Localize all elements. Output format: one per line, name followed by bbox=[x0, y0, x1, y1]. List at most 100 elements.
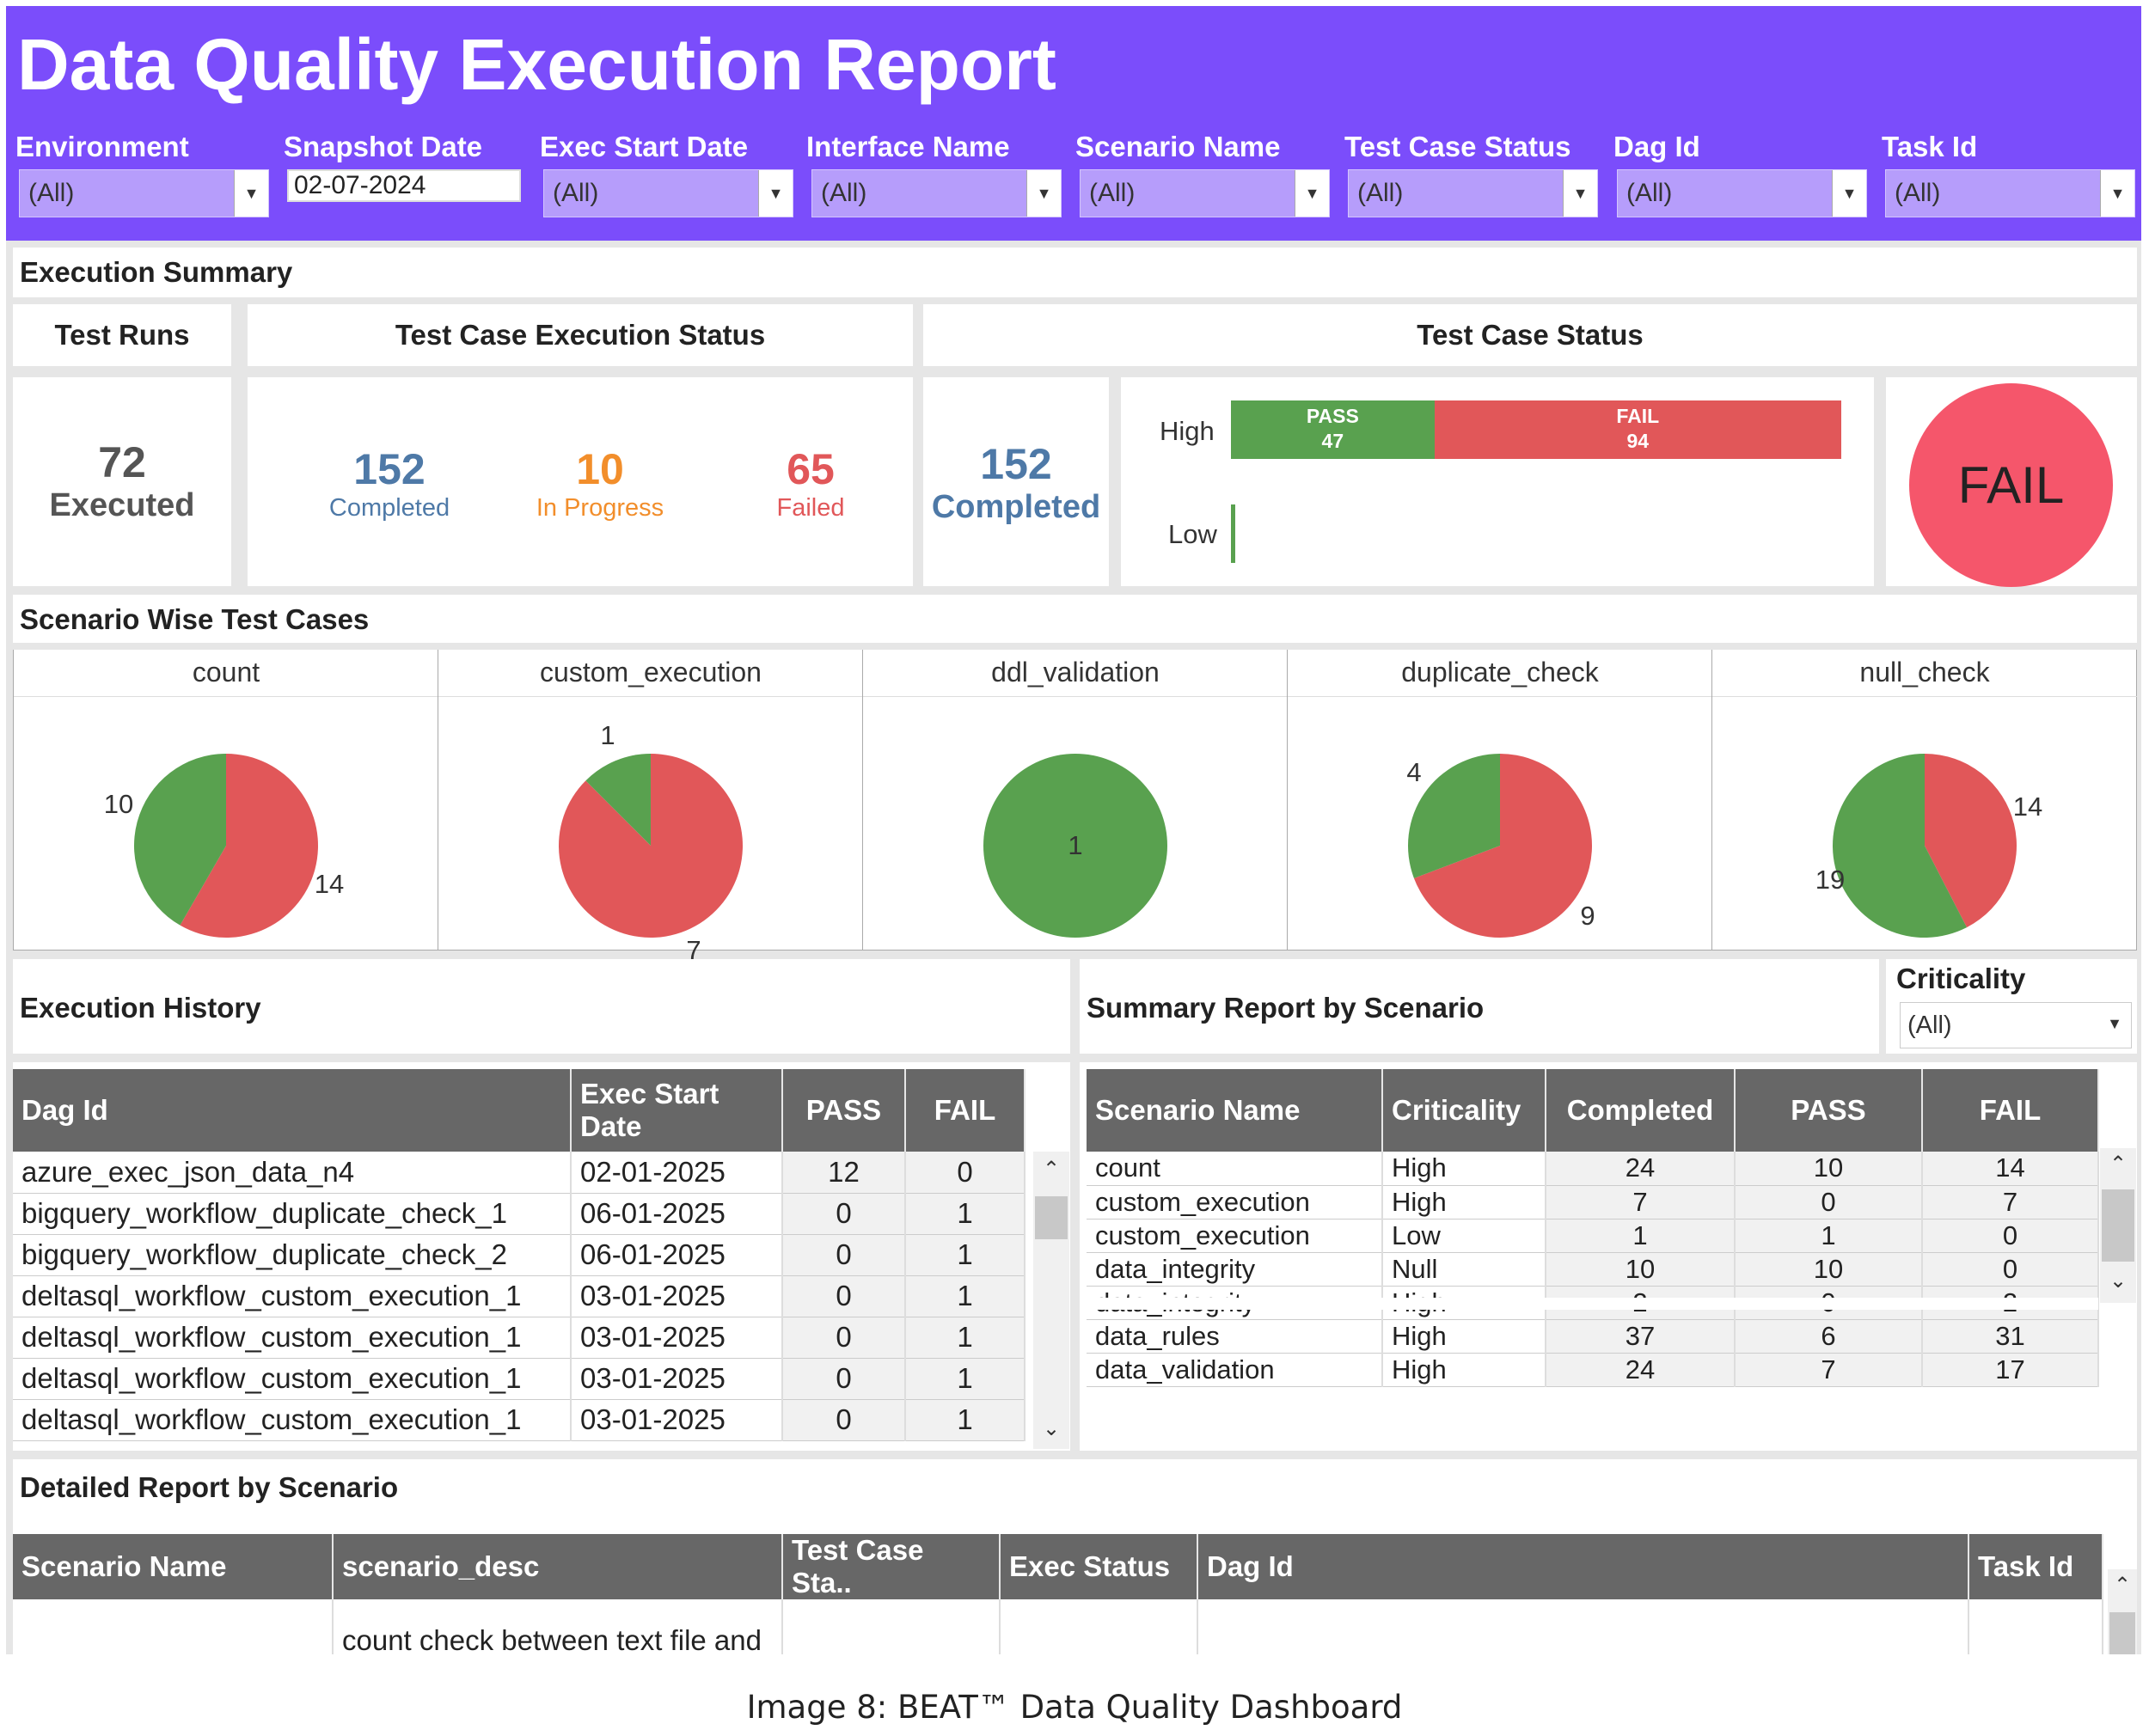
table-row[interactable]: deltasql_workflow_custom_execution_1 03-0… bbox=[13, 1317, 1026, 1359]
col-dag-id[interactable]: Dag Id bbox=[13, 1069, 572, 1152]
section-title: Scenario Wise Test Cases bbox=[20, 603, 370, 635]
pie-slice-fail[interactable] bbox=[180, 754, 319, 938]
pie-title: duplicate_check bbox=[1401, 657, 1599, 688]
divider bbox=[438, 696, 863, 697]
table-row[interactable]: data_validation High 24 7 17 bbox=[1087, 1353, 2099, 1387]
criticality-select[interactable]: (All) ▼ bbox=[1900, 1002, 2132, 1048]
chevron-up-icon[interactable]: ⌃ bbox=[2109, 1152, 2128, 1176]
col-task-id[interactable]: Task Id bbox=[1968, 1534, 2103, 1599]
table-row[interactable]: deltasql_workflow_custom_execution_1 03-0… bbox=[13, 1358, 1026, 1400]
cell-completed: 1 bbox=[1546, 1219, 1736, 1253]
table-row[interactable]: azure_exec_json_data_n4 02-01-2025 12 0 bbox=[13, 1152, 1026, 1194]
scroll-thumb[interactable] bbox=[2102, 1189, 2134, 1262]
table-row[interactable]: custom_execution High 7 0 7 bbox=[1087, 1185, 2099, 1219]
table-row[interactable]: deltasql_workflow_custom_execution_1 03-0… bbox=[13, 1399, 1026, 1441]
pie-title: ddl_validation bbox=[991, 657, 1160, 688]
col-fail[interactable]: FAIL bbox=[1922, 1069, 2099, 1152]
snapshot-date-input[interactable]: 02-07-2024 bbox=[287, 169, 521, 202]
section-title: Execution Summary bbox=[20, 256, 293, 288]
chevron-down-icon[interactable]: ▼ bbox=[758, 170, 793, 217]
pie-slice-fail[interactable] bbox=[1925, 754, 2017, 928]
col-fail[interactable]: FAIL bbox=[905, 1069, 1026, 1152]
col-dag-id[interactable]: Dag Id bbox=[1197, 1534, 1969, 1599]
filter-label-exec-start-date: Exec Start Date bbox=[540, 131, 749, 162]
chevron-down-icon[interactable]: ▼ bbox=[1832, 170, 1866, 217]
cell-pass: 12 bbox=[782, 1152, 906, 1194]
cell-test-case-status: Undefined bbox=[782, 1599, 1001, 1654]
col-exec-status[interactable]: Exec Status bbox=[1000, 1534, 1198, 1599]
col-pass[interactable]: PASS bbox=[782, 1069, 906, 1152]
table-row[interactable]: count count check between text file and … bbox=[13, 1599, 2103, 1654]
pie-slice-pass[interactable] bbox=[983, 754, 1167, 938]
scenario-name-select[interactable]: (All) ▼ bbox=[1080, 169, 1330, 217]
summary-scrollbar[interactable]: ⌃ ⌄ bbox=[2100, 1148, 2136, 1303]
table-row[interactable]: data_rules High 37 6 31 bbox=[1087, 1319, 2099, 1354]
divider bbox=[863, 696, 1288, 697]
bar-high-fail-value: 94 bbox=[1626, 430, 1650, 452]
scenario-wise-header: Scenario Wise Test Cases bbox=[13, 595, 2137, 643]
pie-title: count bbox=[192, 657, 260, 688]
chevron-up-icon[interactable]: ⌃ bbox=[1042, 1158, 1061, 1181]
test-case-status-select[interactable]: (All) ▼ bbox=[1348, 169, 1598, 217]
chevron-down-icon[interactable]: ▼ bbox=[234, 170, 268, 217]
col-exec-start-date[interactable]: Exec Start Date bbox=[571, 1069, 783, 1152]
col-test-case-status[interactable]: Test Case Sta.. bbox=[782, 1534, 1001, 1599]
detailed-scrollbar[interactable]: ⌃ bbox=[2108, 1569, 2137, 1654]
section-title: Execution History bbox=[20, 992, 261, 1024]
dag-id-select[interactable]: (All) ▼ bbox=[1617, 169, 1867, 217]
cell-pass: 10 bbox=[1735, 1152, 1923, 1186]
table-row[interactable]: data_integrity Null 10 10 0 bbox=[1087, 1252, 2099, 1287]
chevron-down-icon[interactable]: ▼ bbox=[2100, 170, 2134, 217]
pie-slice-pass[interactable] bbox=[1408, 754, 1500, 878]
col-scenario-name[interactable]: Scenario Name bbox=[13, 1534, 334, 1599]
chevron-down-icon[interactable]: ▼ bbox=[1295, 170, 1329, 217]
table-row[interactable]: custom_execution Low 1 1 0 bbox=[1087, 1219, 2099, 1253]
cell-pass: 10 bbox=[1735, 1252, 1923, 1287]
history-scrollbar[interactable]: ⌃ ⌄ bbox=[1033, 1152, 1069, 1449]
completed-label: Completed bbox=[931, 489, 1101, 525]
pie-panel-null-check: null_check 19 14 bbox=[1711, 650, 2137, 951]
table-row[interactable]: count High 24 10 14 bbox=[1087, 1152, 2099, 1186]
test-runs-header: Test Runs bbox=[13, 304, 231, 366]
chevron-up-icon[interactable]: ⌃ bbox=[2113, 1574, 2132, 1597]
criticality-bar-chart: High Low PASS 47 FAIL 94 bbox=[1121, 377, 1874, 586]
cell-completed: 24 bbox=[1546, 1152, 1736, 1186]
interface-name-select[interactable]: (All) ▼ bbox=[811, 169, 1062, 217]
task-id-select[interactable]: (All) ▼ bbox=[1885, 169, 2135, 217]
scenario-name-select-value: (All) bbox=[1089, 179, 1136, 207]
bar-high-fail[interactable]: FAIL 94 bbox=[1434, 400, 1841, 459]
col-completed[interactable]: Completed bbox=[1546, 1069, 1736, 1152]
cell-fail: 31 bbox=[1922, 1319, 2099, 1354]
scroll-thumb[interactable] bbox=[2109, 1612, 2135, 1654]
table-row[interactable]: bigquery_workflow_duplicate_check_1 06-01… bbox=[13, 1193, 1026, 1235]
execution-history-panel: Dag Id Exec Start Date PASS FAIL azure_e… bbox=[13, 1062, 1070, 1451]
pie-slice-fail[interactable] bbox=[558, 754, 743, 938]
col-pass[interactable]: PASS bbox=[1735, 1069, 1923, 1152]
cell-completed: 7 bbox=[1546, 1185, 1736, 1219]
cell-exec-start-date: 03-01-2025 bbox=[571, 1317, 783, 1359]
pie-chart bbox=[558, 754, 743, 938]
filter-label-test-case-status: Test Case Status bbox=[1344, 131, 1571, 162]
filter-label-snapshot-date: Snapshot Date bbox=[284, 131, 483, 162]
bar-low-pass[interactable] bbox=[1231, 504, 1236, 563]
chevron-down-icon[interactable]: ⌄ bbox=[2109, 1269, 2128, 1293]
environment-select[interactable]: (All) ▼ bbox=[19, 169, 269, 217]
pie-slice-pass[interactable] bbox=[134, 754, 226, 926]
chevron-down-icon[interactable]: ▼ bbox=[2107, 1015, 2122, 1032]
col-scenario-desc[interactable]: scenario_desc bbox=[333, 1534, 783, 1599]
figure-caption: Image 8: BEAT™ Data Quality Dashboard bbox=[746, 1689, 1403, 1726]
chevron-down-icon[interactable]: ▼ bbox=[1563, 170, 1597, 217]
pie-slice-pass[interactable] bbox=[585, 754, 651, 846]
bar-high-pass[interactable]: PASS 47 bbox=[1231, 400, 1435, 459]
table-row[interactable]: bigquery_workflow_duplicate_check_2 06-01… bbox=[13, 1234, 1026, 1276]
chevron-down-icon[interactable]: ▼ bbox=[1026, 170, 1061, 217]
exec-start-date-select[interactable]: (All) ▼ bbox=[543, 169, 793, 217]
col-scenario-name[interactable]: Scenario Name bbox=[1087, 1069, 1383, 1152]
table-row[interactable]: deltasql_workflow_custom_execution_1 03-0… bbox=[13, 1275, 1026, 1317]
col-criticality[interactable]: Criticality bbox=[1382, 1069, 1546, 1152]
chevron-down-icon[interactable]: ⌄ bbox=[1042, 1417, 1061, 1440]
pie-slice-pass[interactable] bbox=[1833, 754, 1968, 938]
pie-slice-fail[interactable] bbox=[1413, 754, 1592, 938]
scroll-thumb[interactable] bbox=[1035, 1196, 1068, 1239]
cell-dag-id: deltasql_workflow_custom_execution_1 bbox=[13, 1399, 572, 1441]
